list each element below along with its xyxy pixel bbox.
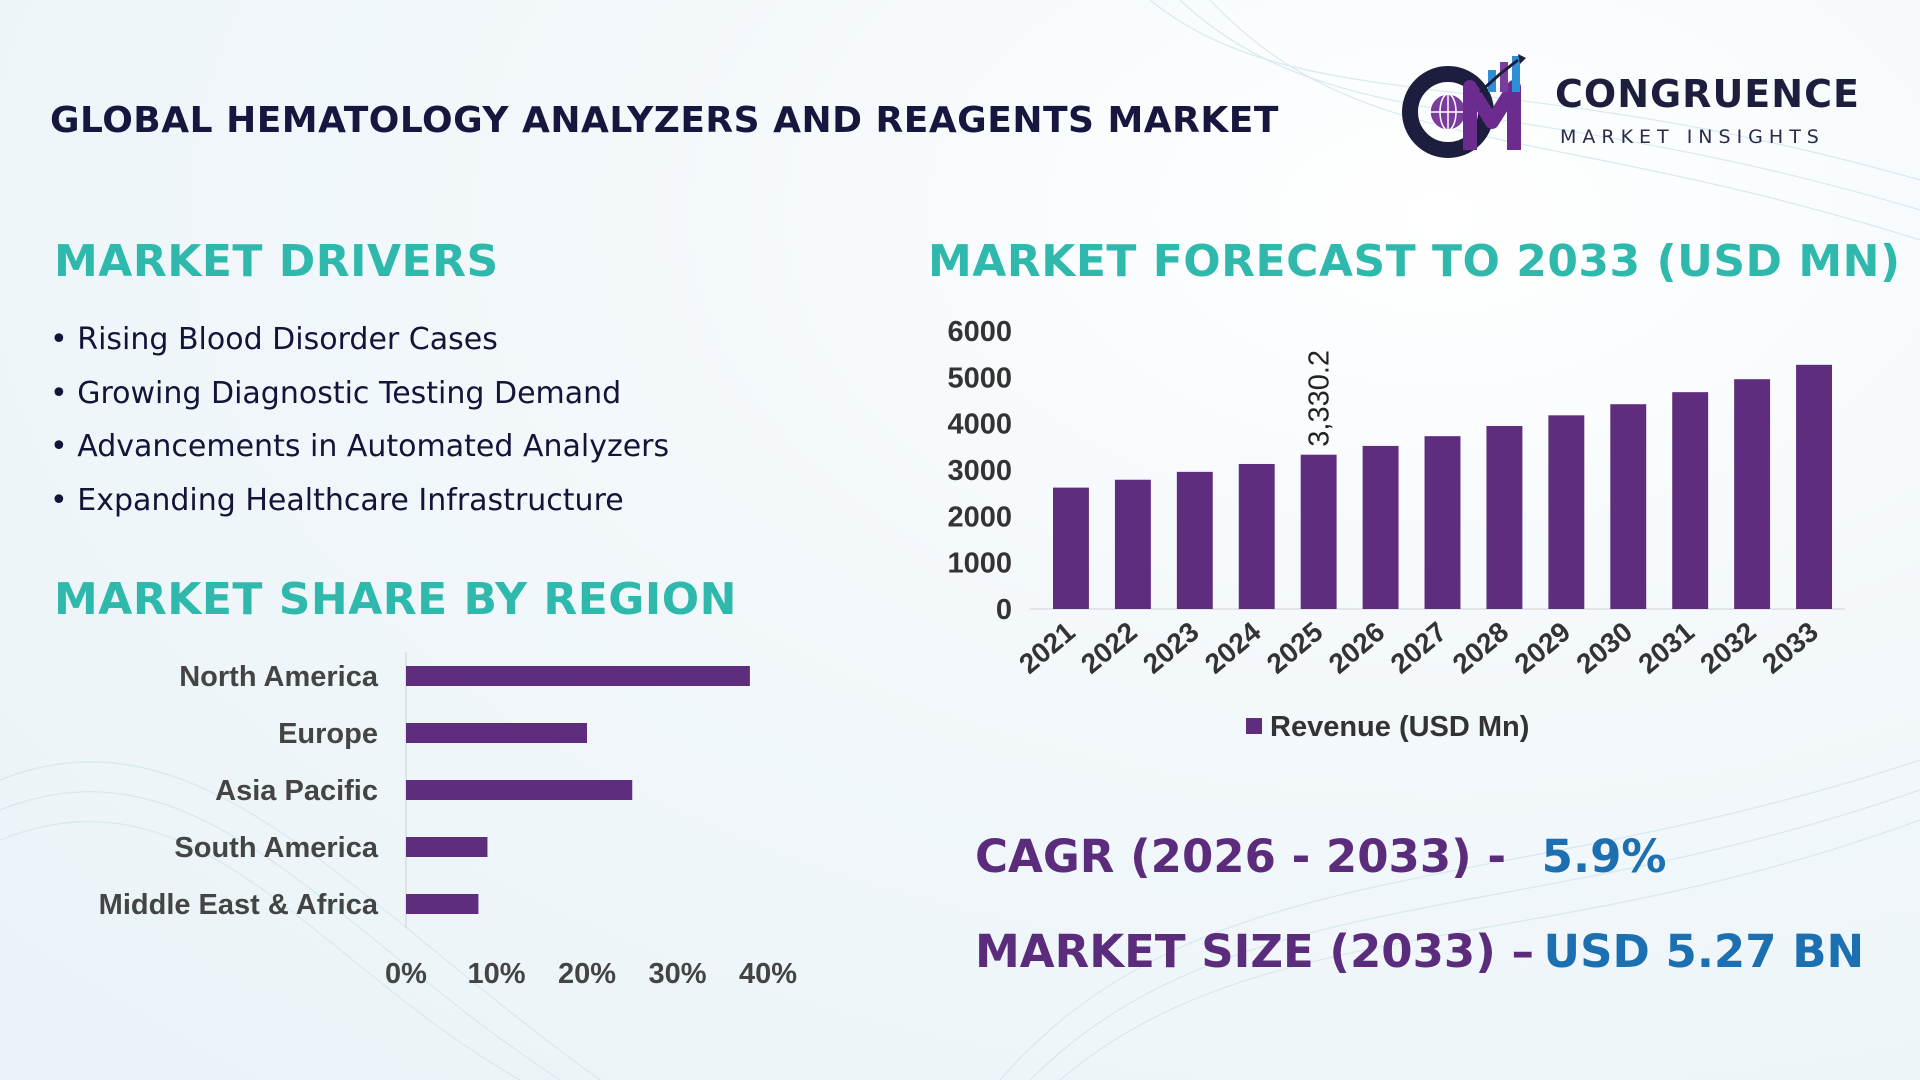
logo-subtitle: MARKET INSIGHTS [1560, 126, 1825, 148]
forecast-bar [1053, 487, 1089, 609]
page-title: GLOBAL HEMATOLOGY ANALYZERS AND REAGENTS… [50, 100, 1279, 141]
x-tick-label: 2022 [1075, 616, 1143, 680]
logo-name: CONGRUENCE [1555, 72, 1860, 116]
x-tick-label: 2021 [1013, 616, 1081, 680]
region-bar [406, 837, 488, 857]
x-tick-label: 20% [558, 958, 616, 990]
forecast-bar [1176, 471, 1213, 609]
company-logo: CONGRUENCE MARKET INSIGHTS [1400, 52, 1870, 162]
region-bar [406, 723, 587, 743]
x-tick-label: 2028 [1447, 616, 1515, 680]
region-label: South America [174, 832, 378, 864]
forecast-bar [1300, 454, 1337, 609]
legend-swatch [1246, 718, 1262, 734]
y-tick-label: 0 [996, 594, 1012, 626]
x-tick-label: 2033 [1756, 616, 1824, 680]
forecast-bar [1486, 425, 1523, 609]
region-label: Europe [278, 718, 378, 750]
x-tick-label: 2027 [1385, 616, 1453, 680]
data-label: 3,330.2 [1304, 350, 1336, 447]
y-tick-label: 3000 [947, 455, 1012, 487]
forecast-bar [1610, 404, 1647, 609]
y-tick-label: 1000 [947, 548, 1012, 580]
driver-item: Rising Blood Disorder Cases [50, 322, 669, 376]
cagr-stat: CAGR (2026 - 2033) - 5.9% [975, 830, 1666, 883]
region-label: Middle East & Africa [99, 889, 379, 921]
forecast-heading: MARKET FORECAST TO 2033 (USD MN) [928, 236, 1901, 287]
cagr-label: CAGR (2026 - 2033) - [975, 830, 1507, 883]
cagr-value: 5.9% [1541, 830, 1667, 883]
region-share-chart: North America Europe Asia Pacific South Ame… [99, 652, 797, 990]
x-tick-label: 40% [739, 958, 797, 990]
y-tick-label: 5000 [947, 362, 1012, 394]
market-drivers-list: Rising Blood Disorder Cases Growing Diag… [50, 322, 669, 536]
forecast-bar [1424, 436, 1461, 609]
x-tick-label: 2026 [1323, 616, 1391, 680]
market-drivers-heading: MARKET DRIVERS [54, 236, 499, 287]
driver-item: Advancements in Automated Analyzers [50, 429, 669, 483]
forecast-bar [1238, 463, 1275, 609]
driver-item: Expanding Healthcare Infrastructure [50, 483, 669, 537]
forecast-chart: 0100020003000400050006000202120222023202… [947, 316, 1845, 743]
legend-label: Revenue (USD Mn) [1270, 711, 1529, 743]
x-tick-label: 2025 [1261, 616, 1329, 680]
x-tick-label: 2031 [1632, 616, 1700, 680]
market-size-stat: MARKET SIZE (2033) – USD 5.27 BN [975, 925, 1864, 978]
region-share-heading: MARKET SHARE BY REGION [54, 574, 737, 625]
forecast-bar [1548, 415, 1585, 609]
market-size-value: USD 5.27 BN [1543, 925, 1865, 978]
forecast-bar [1362, 445, 1399, 609]
y-tick-label: 6000 [947, 316, 1012, 348]
region-bar [406, 666, 750, 686]
y-tick-label: 4000 [947, 409, 1012, 441]
region-bar [406, 780, 633, 800]
market-size-label: MARKET SIZE (2033) – [975, 925, 1534, 978]
x-tick-label: 10% [467, 958, 525, 990]
forecast-bar [1796, 364, 1832, 609]
x-tick-label: 2023 [1137, 616, 1205, 680]
y-tick-label: 2000 [947, 501, 1012, 533]
forecast-bar [1114, 479, 1151, 609]
x-tick-label: 2032 [1694, 616, 1762, 680]
logo-mark-icon [1402, 54, 1526, 158]
driver-item: Growing Diagnostic Testing Demand [50, 376, 669, 430]
x-tick-label: 2024 [1199, 616, 1267, 680]
x-tick-label: 30% [648, 958, 706, 990]
x-tick-label: 2030 [1570, 616, 1638, 680]
forecast-bar [1734, 379, 1771, 609]
region-label: North America [179, 661, 379, 693]
region-label: Asia Pacific [215, 775, 378, 807]
region-bar [406, 894, 479, 914]
forecast-bar [1672, 392, 1709, 609]
x-tick-label: 0% [385, 958, 427, 990]
x-tick-label: 2029 [1509, 616, 1577, 680]
